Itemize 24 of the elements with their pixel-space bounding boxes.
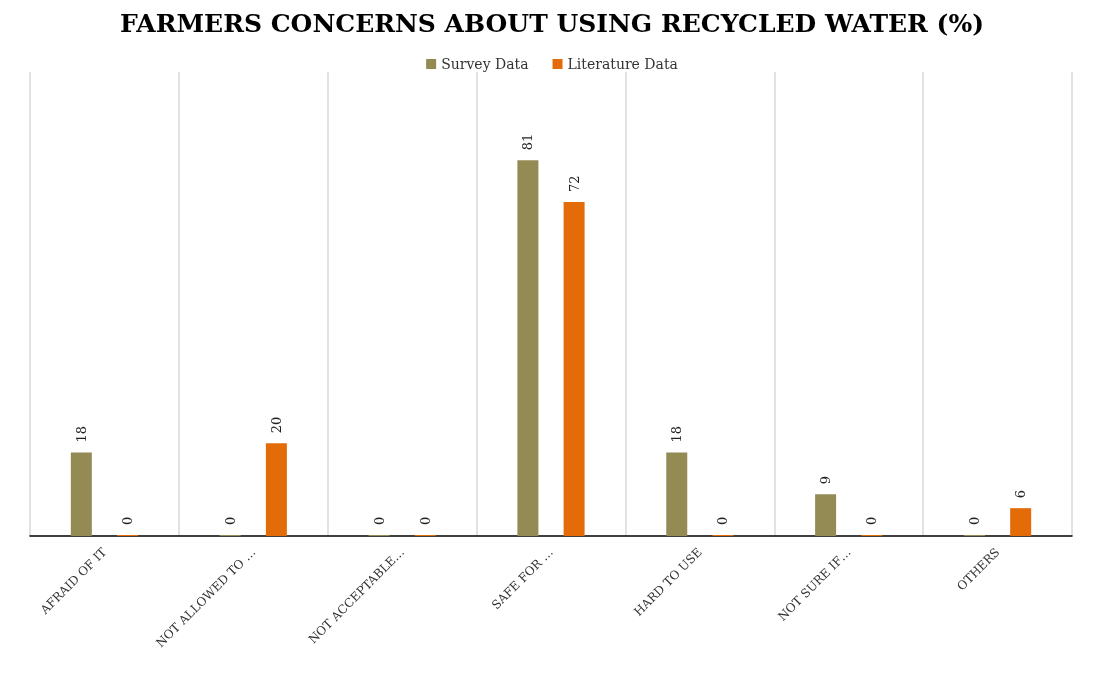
data-label: 20 xyxy=(268,416,284,434)
data-label: 0 xyxy=(864,516,880,525)
data-label: 6 xyxy=(1013,489,1029,499)
data-label: 81 xyxy=(520,133,536,151)
legend-label: Literature Data xyxy=(567,56,678,72)
bar xyxy=(517,160,539,536)
bar xyxy=(70,452,92,536)
data-label: 72 xyxy=(566,175,582,192)
data-label: 0 xyxy=(371,516,387,525)
bar xyxy=(666,452,688,536)
data-label: 0 xyxy=(417,516,433,525)
chart-title: FARMERS CONCERNS ABOUT USING RECYCLED WATER (%) xyxy=(119,9,985,38)
bar xyxy=(1010,508,1032,536)
bar xyxy=(815,494,837,536)
data-label: 0 xyxy=(120,516,136,525)
data-label: 18 xyxy=(669,425,685,443)
data-label: 9 xyxy=(818,475,834,485)
data-label: 0 xyxy=(966,516,982,525)
legend-label: Survey Data xyxy=(441,56,529,72)
data-label: 0 xyxy=(715,516,731,525)
data-label: 18 xyxy=(73,425,89,443)
bar xyxy=(563,201,585,536)
data-label: 0 xyxy=(222,516,238,525)
bar xyxy=(265,443,287,536)
